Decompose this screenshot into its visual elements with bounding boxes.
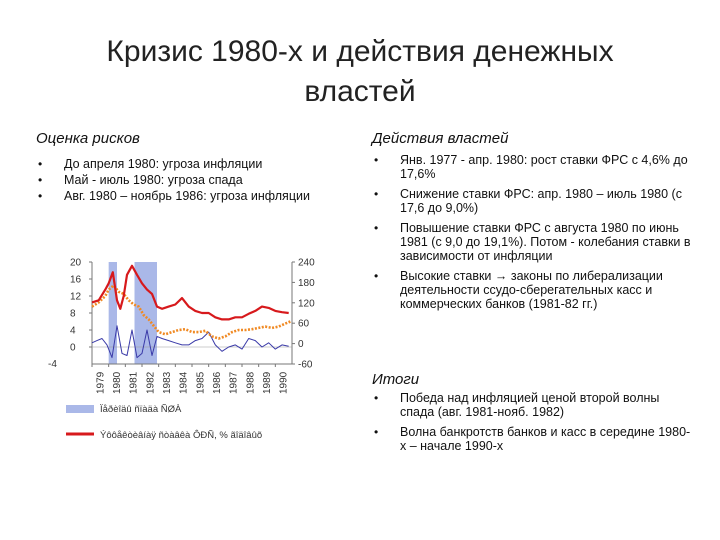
- bullet-icon: •: [374, 153, 379, 167]
- action-item-text: Повышение ставки ФРС с августа 1980 по и…: [400, 221, 691, 263]
- actions-heading: Действия властей: [372, 130, 509, 147]
- y-right-tick-label: 60: [298, 319, 310, 330]
- action-item: • Янв. 1977 - апр. 1980: рост ставки ФРС …: [372, 153, 692, 181]
- x-tick-label: 1981: [129, 371, 140, 394]
- x-tick-label: 1982: [145, 371, 156, 394]
- action-item: • Повышение ставки ФРС с августа 1980 по …: [372, 221, 692, 263]
- bullet-icon: •: [38, 157, 43, 171]
- bullet-icon: •: [374, 269, 379, 283]
- y-right-tick-label: 240: [298, 258, 315, 269]
- x-tick-label: 1985: [195, 371, 206, 394]
- recession-band: [134, 262, 157, 364]
- bullet-icon: •: [38, 189, 43, 203]
- bullet-icon: •: [38, 173, 43, 187]
- action-item-text: Снижение ставки ФРС: апр. 1980 – июль 19…: [400, 187, 682, 215]
- risk-list: • До апреля 1980: угроза инфляции • Май - …: [36, 157, 346, 205]
- x-tick-label: 1980: [112, 371, 123, 394]
- x-tick-label: 1987: [229, 371, 240, 394]
- x-tick-label: 1990: [279, 371, 290, 394]
- y-left-tick-label: 12: [70, 292, 82, 303]
- bullet-icon: •: [374, 425, 379, 439]
- legend-label-recession: Ïåðèîäû ñïàäà ÑØÀ: [100, 404, 182, 415]
- series-line-third: [91, 325, 289, 359]
- result-item-text: Волна банкротств банков и касс в середин…: [400, 425, 691, 453]
- series-line-rate: [91, 264, 289, 321]
- risk-item-text: До апреля 1980: угроза инфляции: [64, 157, 263, 171]
- y-right-tick-label: 120: [298, 298, 315, 309]
- y-left-tick-label: 16: [70, 275, 82, 286]
- y-left-tick-label: 0: [70, 343, 76, 354]
- results-list: • Победа над инфляцией ценой второй волны…: [372, 391, 692, 459]
- y-right-tick-label: 0: [298, 339, 304, 350]
- risk-item: • До апреля 1980: угроза инфляции: [36, 157, 346, 171]
- y-left-tick-label: 8: [70, 309, 76, 320]
- slide-title-line-2: властей: [304, 75, 416, 108]
- rates-chart-svg: 20 16 12 8 4 0 -4 240 180 120 60 0 -60 1979 1980 1981 19…: [48, 258, 315, 442]
- rates-chart: 20 16 12 8 4 0 -4 240 180 120 60 0 -60 1979 1980 1981 19…: [36, 252, 336, 458]
- action-item-text: Высокие ставки → законы по либерализации…: [400, 269, 663, 311]
- series-line-inflation: [91, 284, 291, 340]
- x-tick-label: 1989: [262, 371, 273, 394]
- risk-item: • Май - июль 1980: угроза спада: [36, 173, 346, 187]
- action-item-text: Янв. 1977 - апр. 1980: рост ставки ФРС с…: [400, 153, 688, 181]
- x-tick-label: 1984: [179, 371, 190, 394]
- legend-swatch-recession: [66, 405, 94, 413]
- actions-list: • Янв. 1977 - апр. 1980: рост ставки ФРС …: [372, 153, 692, 317]
- y-right-tick-label: 180: [298, 278, 315, 289]
- risk-item-text: Авг. 1980 – ноябрь 1986: угроза инфляции: [64, 189, 310, 203]
- y-left-tick-label: 4: [70, 326, 76, 337]
- action-item: • Снижение ставки ФРС: апр. 1980 – июль 1…: [372, 187, 692, 215]
- x-tick-label: 1988: [245, 371, 256, 394]
- result-item: • Победа над инфляцией ценой второй волны…: [372, 391, 692, 419]
- risk-item-text: Май - июль 1980: угроза спада: [64, 173, 243, 187]
- result-item: • Волна банкротств банков и касс в середи…: [372, 425, 692, 453]
- recession-band: [108, 262, 117, 364]
- x-tick-label: 1979: [95, 371, 106, 394]
- slide-title: Кризис 1980-х и действия денежных власте…: [40, 32, 680, 112]
- bullet-icon: •: [374, 221, 379, 235]
- risk-heading: Оценка рисков: [36, 130, 140, 147]
- result-item-text: Победа над инфляцией ценой второй волны …: [400, 391, 660, 419]
- y-left-tick-label: 20: [70, 258, 82, 269]
- slide-title-line-1: Кризис 1980-х и действия денежных: [106, 35, 614, 68]
- bullet-icon: •: [374, 391, 379, 405]
- y-left-extra-label: -4: [48, 359, 57, 370]
- y-right-tick-label: -60: [298, 360, 313, 371]
- action-item: • Высокие ставки → законы по либерализаци…: [372, 269, 692, 311]
- risk-item: • Авг. 1980 – ноябрь 1986: угроза инфляци…: [36, 189, 346, 203]
- x-tick-label: 1983: [162, 371, 173, 394]
- bullet-icon: •: [374, 187, 379, 201]
- legend-label-rate: Ýôôåêòèâíàÿ ñòàâêà ÔÐÑ, % ãîäîâûõ: [100, 430, 262, 441]
- x-tick-label: 1986: [212, 371, 223, 394]
- results-heading: Итоги: [372, 371, 420, 388]
